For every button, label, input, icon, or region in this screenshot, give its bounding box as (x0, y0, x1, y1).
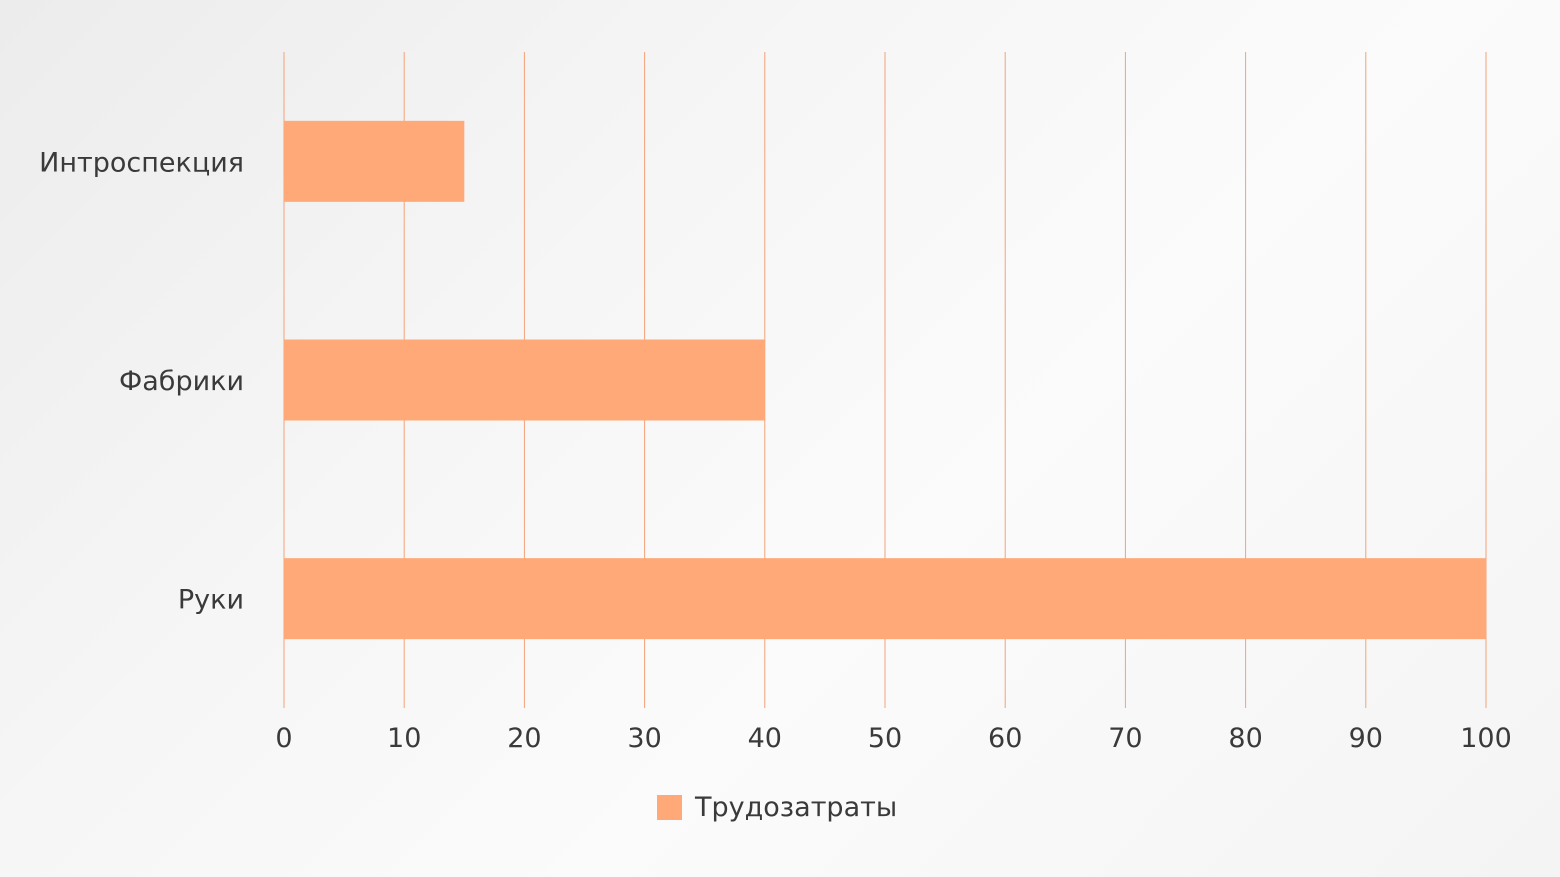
legend: Трудозатраты (657, 792, 897, 823)
x-tick-label: 10 (387, 723, 421, 754)
bar-0 (284, 120, 465, 202)
x-tick-label: 0 (275, 723, 292, 754)
x-tick-label: 80 (1228, 723, 1262, 754)
x-tick-label: 90 (1349, 723, 1383, 754)
bar-2 (284, 558, 1486, 640)
bars (284, 120, 1486, 640)
x-tick-label: 70 (1108, 723, 1142, 754)
category-label: Фабрики (119, 366, 244, 397)
x-tick-label: 50 (868, 723, 902, 754)
category-label: Руки (178, 585, 244, 616)
y-axis-categories: Интроспекция Фабрики Руки (39, 147, 244, 615)
x-axis-ticks: 0 10 20 30 40 50 60 70 80 90 100 (275, 723, 1511, 754)
x-tick-label: 30 (627, 723, 661, 754)
x-tick-label: 20 (507, 723, 541, 754)
category-label: Интроспекция (39, 147, 244, 178)
legend-swatch (657, 795, 682, 820)
legend-label: Трудозатраты (694, 792, 897, 823)
x-tick-label: 100 (1460, 723, 1512, 754)
x-tick-label: 40 (748, 723, 782, 754)
bar-1 (284, 339, 765, 421)
x-tick-label: 60 (988, 723, 1022, 754)
